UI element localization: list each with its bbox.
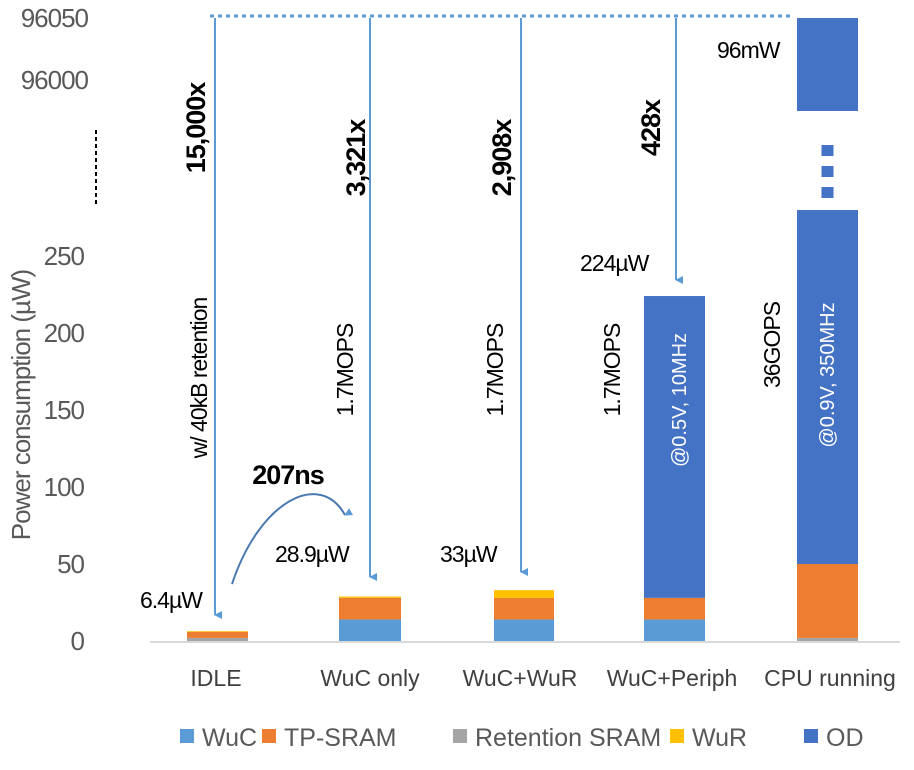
throughput-label: 1.7MOPS (482, 323, 508, 416)
ratio-label: 2,908x (487, 119, 517, 197)
total-value-label: 28.9µW (275, 541, 350, 567)
bar-segment-od (644, 296, 705, 598)
operating-point-label: @0.9V, 350MHz (817, 302, 839, 447)
bar-break-dot (821, 187, 834, 198)
wakeup-time-label: 207ns (252, 460, 324, 490)
total-value-label: 33µW (440, 541, 498, 567)
x-tick-label: IDLE (190, 665, 241, 691)
ratio-label: 15,000x (181, 82, 211, 174)
legend-swatch (804, 729, 818, 743)
legend-label: OD (826, 724, 864, 752)
bar-segment-wuc (494, 619, 554, 641)
x-tick-label: WuC only (320, 665, 420, 691)
throughput-label: 1.7MOPS (599, 323, 625, 416)
idle-retention-note: w/ 40kB retention (186, 297, 212, 459)
legend-label: WuR (692, 724, 747, 752)
ratio-label: 3,321x (341, 119, 371, 197)
y-tick-label: 96000 (21, 65, 89, 95)
legend-label: TP-SRAM (284, 724, 397, 752)
y-tick-label: 96050 (21, 3, 89, 33)
bar-segment-wur (339, 596, 401, 598)
bar-segment-tp-sram (339, 597, 401, 620)
ratio-label: 428x (636, 99, 666, 156)
bar-segment-tp-sram (187, 631, 248, 638)
bar-segment-od (797, 210, 858, 564)
bar-segment-retention-sram (797, 637, 858, 641)
y-axis-label: Power consumption (µW) (6, 269, 36, 540)
x-tick-label: WuC+WuR (463, 665, 578, 691)
bar-segment-wur (494, 590, 554, 598)
throughput-label: 36GOPS (759, 301, 785, 388)
legend-label: Retention SRAM (475, 724, 661, 752)
y-tick-label: 200 (44, 318, 85, 348)
legend-swatch (453, 729, 467, 743)
total-value-label: 224µW (580, 250, 650, 276)
legend-swatch (670, 729, 684, 743)
x-tick-label: CPU running (764, 665, 896, 691)
legend-swatch (180, 729, 194, 743)
x-tick-label: WuC+Periph (607, 665, 738, 691)
wakeup-arrow (231, 493, 354, 585)
legend-label: WuC (202, 724, 257, 752)
y-tick-label: 0 (71, 626, 85, 656)
legend-swatch (262, 729, 276, 743)
bar-break-dot (821, 166, 834, 177)
y-tick-label: 100 (44, 472, 85, 502)
total-value-label: 96mW (717, 37, 781, 63)
y-tick-label: 150 (44, 395, 85, 425)
bar-segment-wur (187, 631, 248, 632)
bar-segment-od-upper (797, 18, 858, 111)
throughput-label: 1.7MOPS (332, 323, 358, 416)
bar-segment-wuc (644, 619, 705, 641)
y-tick-label: 50 (57, 549, 84, 579)
total-value-label: 6.4µW (140, 587, 203, 613)
bar-segment-retention-sram (187, 637, 248, 641)
y-tick-label: 250 (44, 241, 85, 271)
bar-segment-tp-sram (644, 597, 705, 620)
bar-segment-tp-sram (797, 564, 858, 638)
bar-break-dot (821, 145, 834, 156)
operating-point-label: @0.5V, 10MHz (669, 333, 691, 467)
bar-segment-wuc (339, 619, 401, 641)
bar-segment-tp-sram (494, 597, 554, 620)
